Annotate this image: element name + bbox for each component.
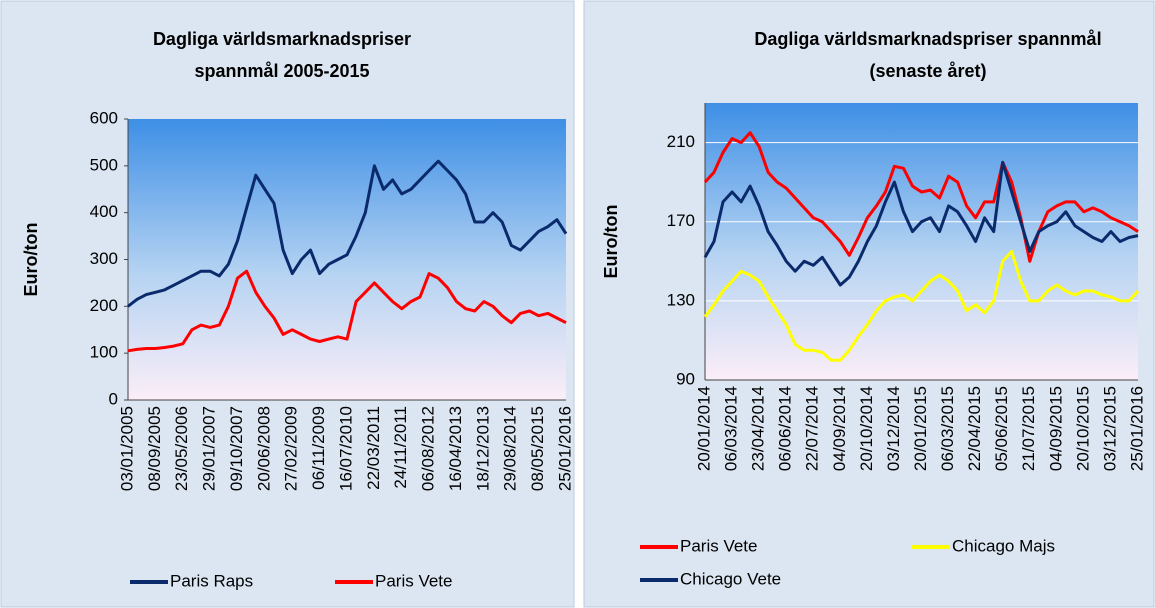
- series-line: [703, 131, 1139, 263]
- x-tick-label: 25/01/2016: [1127, 386, 1146, 471]
- x-tick-label: 09/10/2007: [227, 406, 246, 491]
- x-tick-label: 21/07/2015: [1019, 386, 1038, 471]
- series-line: [127, 159, 568, 308]
- x-tick-label: 03/12/2014: [884, 386, 903, 471]
- x-tick-label: 27/02/2009: [282, 406, 301, 491]
- y-tick-label: 400: [90, 202, 118, 221]
- y-tick-label: 200: [90, 296, 118, 315]
- x-tick-label: 06/06/2014: [776, 386, 795, 471]
- x-tick-label: 06/11/2009: [309, 406, 328, 490]
- x-tick-label: 16/04/2013: [446, 406, 465, 491]
- chart-title: spannmål 2005-2015: [194, 61, 369, 81]
- y-tick-label: 600: [90, 108, 118, 127]
- chart-title: Dagliga världsmarknadspriser: [153, 29, 411, 49]
- x-tick-label: 04/09/2014: [830, 386, 849, 471]
- y-tick-label: 210: [667, 132, 695, 151]
- series-line: [127, 269, 567, 353]
- x-tick-label: 08/09/2005: [145, 406, 164, 491]
- legend-label: Chicago Vete: [680, 569, 781, 588]
- legend-label: Paris Vete: [375, 571, 453, 590]
- x-tick-label: 24/11/2011: [391, 406, 410, 489]
- x-tick-label: 03/12/2015: [1100, 386, 1119, 471]
- y-tick-label: 100: [90, 343, 118, 362]
- x-tick-label: 05/06/2015: [992, 386, 1011, 471]
- legend-label: Paris Raps: [170, 571, 253, 590]
- x-tick-label: 03/01/2005: [117, 406, 136, 491]
- chart-title: Dagliga världsmarknadspriser spannmål: [754, 29, 1101, 49]
- x-tick-label: 08/05/2015: [528, 406, 547, 491]
- plot-area: [128, 119, 566, 400]
- x-tick-label: 29/08/2014: [501, 406, 520, 491]
- series-line: [703, 160, 1139, 287]
- legend-label: Paris Vete: [680, 536, 758, 555]
- y-tick-label: 500: [90, 155, 118, 174]
- x-tick-label: 20/01/2015: [911, 386, 930, 471]
- x-tick-label: 04/09/2015: [1046, 386, 1065, 471]
- x-tick-label: 20/01/2014: [694, 386, 713, 471]
- y-tick-label: 130: [667, 290, 695, 309]
- x-tick-label: 16/07/2010: [336, 406, 355, 491]
- x-tick-label: 22/04/2015: [965, 386, 984, 471]
- x-tick-label: 06/03/2015: [938, 386, 957, 471]
- chart-title: (senaste året): [869, 61, 986, 81]
- x-tick-label: 20/10/2015: [1073, 386, 1092, 471]
- x-tick-label: 06/08/2012: [419, 406, 438, 491]
- x-tick-label: 18/12/2013: [473, 406, 492, 491]
- y-tick-label: 90: [676, 369, 695, 388]
- legend-label: Chicago Majs: [952, 536, 1055, 555]
- x-tick-label: 22/07/2014: [803, 386, 822, 471]
- plot-area: [705, 103, 1138, 380]
- x-tick-label: 20/06/2008: [254, 406, 273, 491]
- x-tick-label: 25/01/2016: [555, 406, 574, 491]
- y-tick-label: 300: [90, 249, 118, 268]
- y-tick-label: 170: [667, 211, 695, 230]
- series-line: [703, 249, 1140, 362]
- x-tick-label: 29/01/2007: [200, 406, 219, 491]
- y-axis-label: Euro/ton: [601, 205, 621, 279]
- x-tick-label: 23/05/2006: [172, 406, 191, 491]
- x-tick-label: 23/04/2014: [749, 386, 768, 471]
- x-tick-label: 06/03/2014: [722, 386, 741, 471]
- y-tick-label: 0: [109, 389, 118, 408]
- x-tick-label: 20/10/2014: [857, 386, 876, 471]
- y-axis-label: Euro/ton: [21, 223, 41, 297]
- x-tick-label: 22/03/2011: [364, 406, 383, 490]
